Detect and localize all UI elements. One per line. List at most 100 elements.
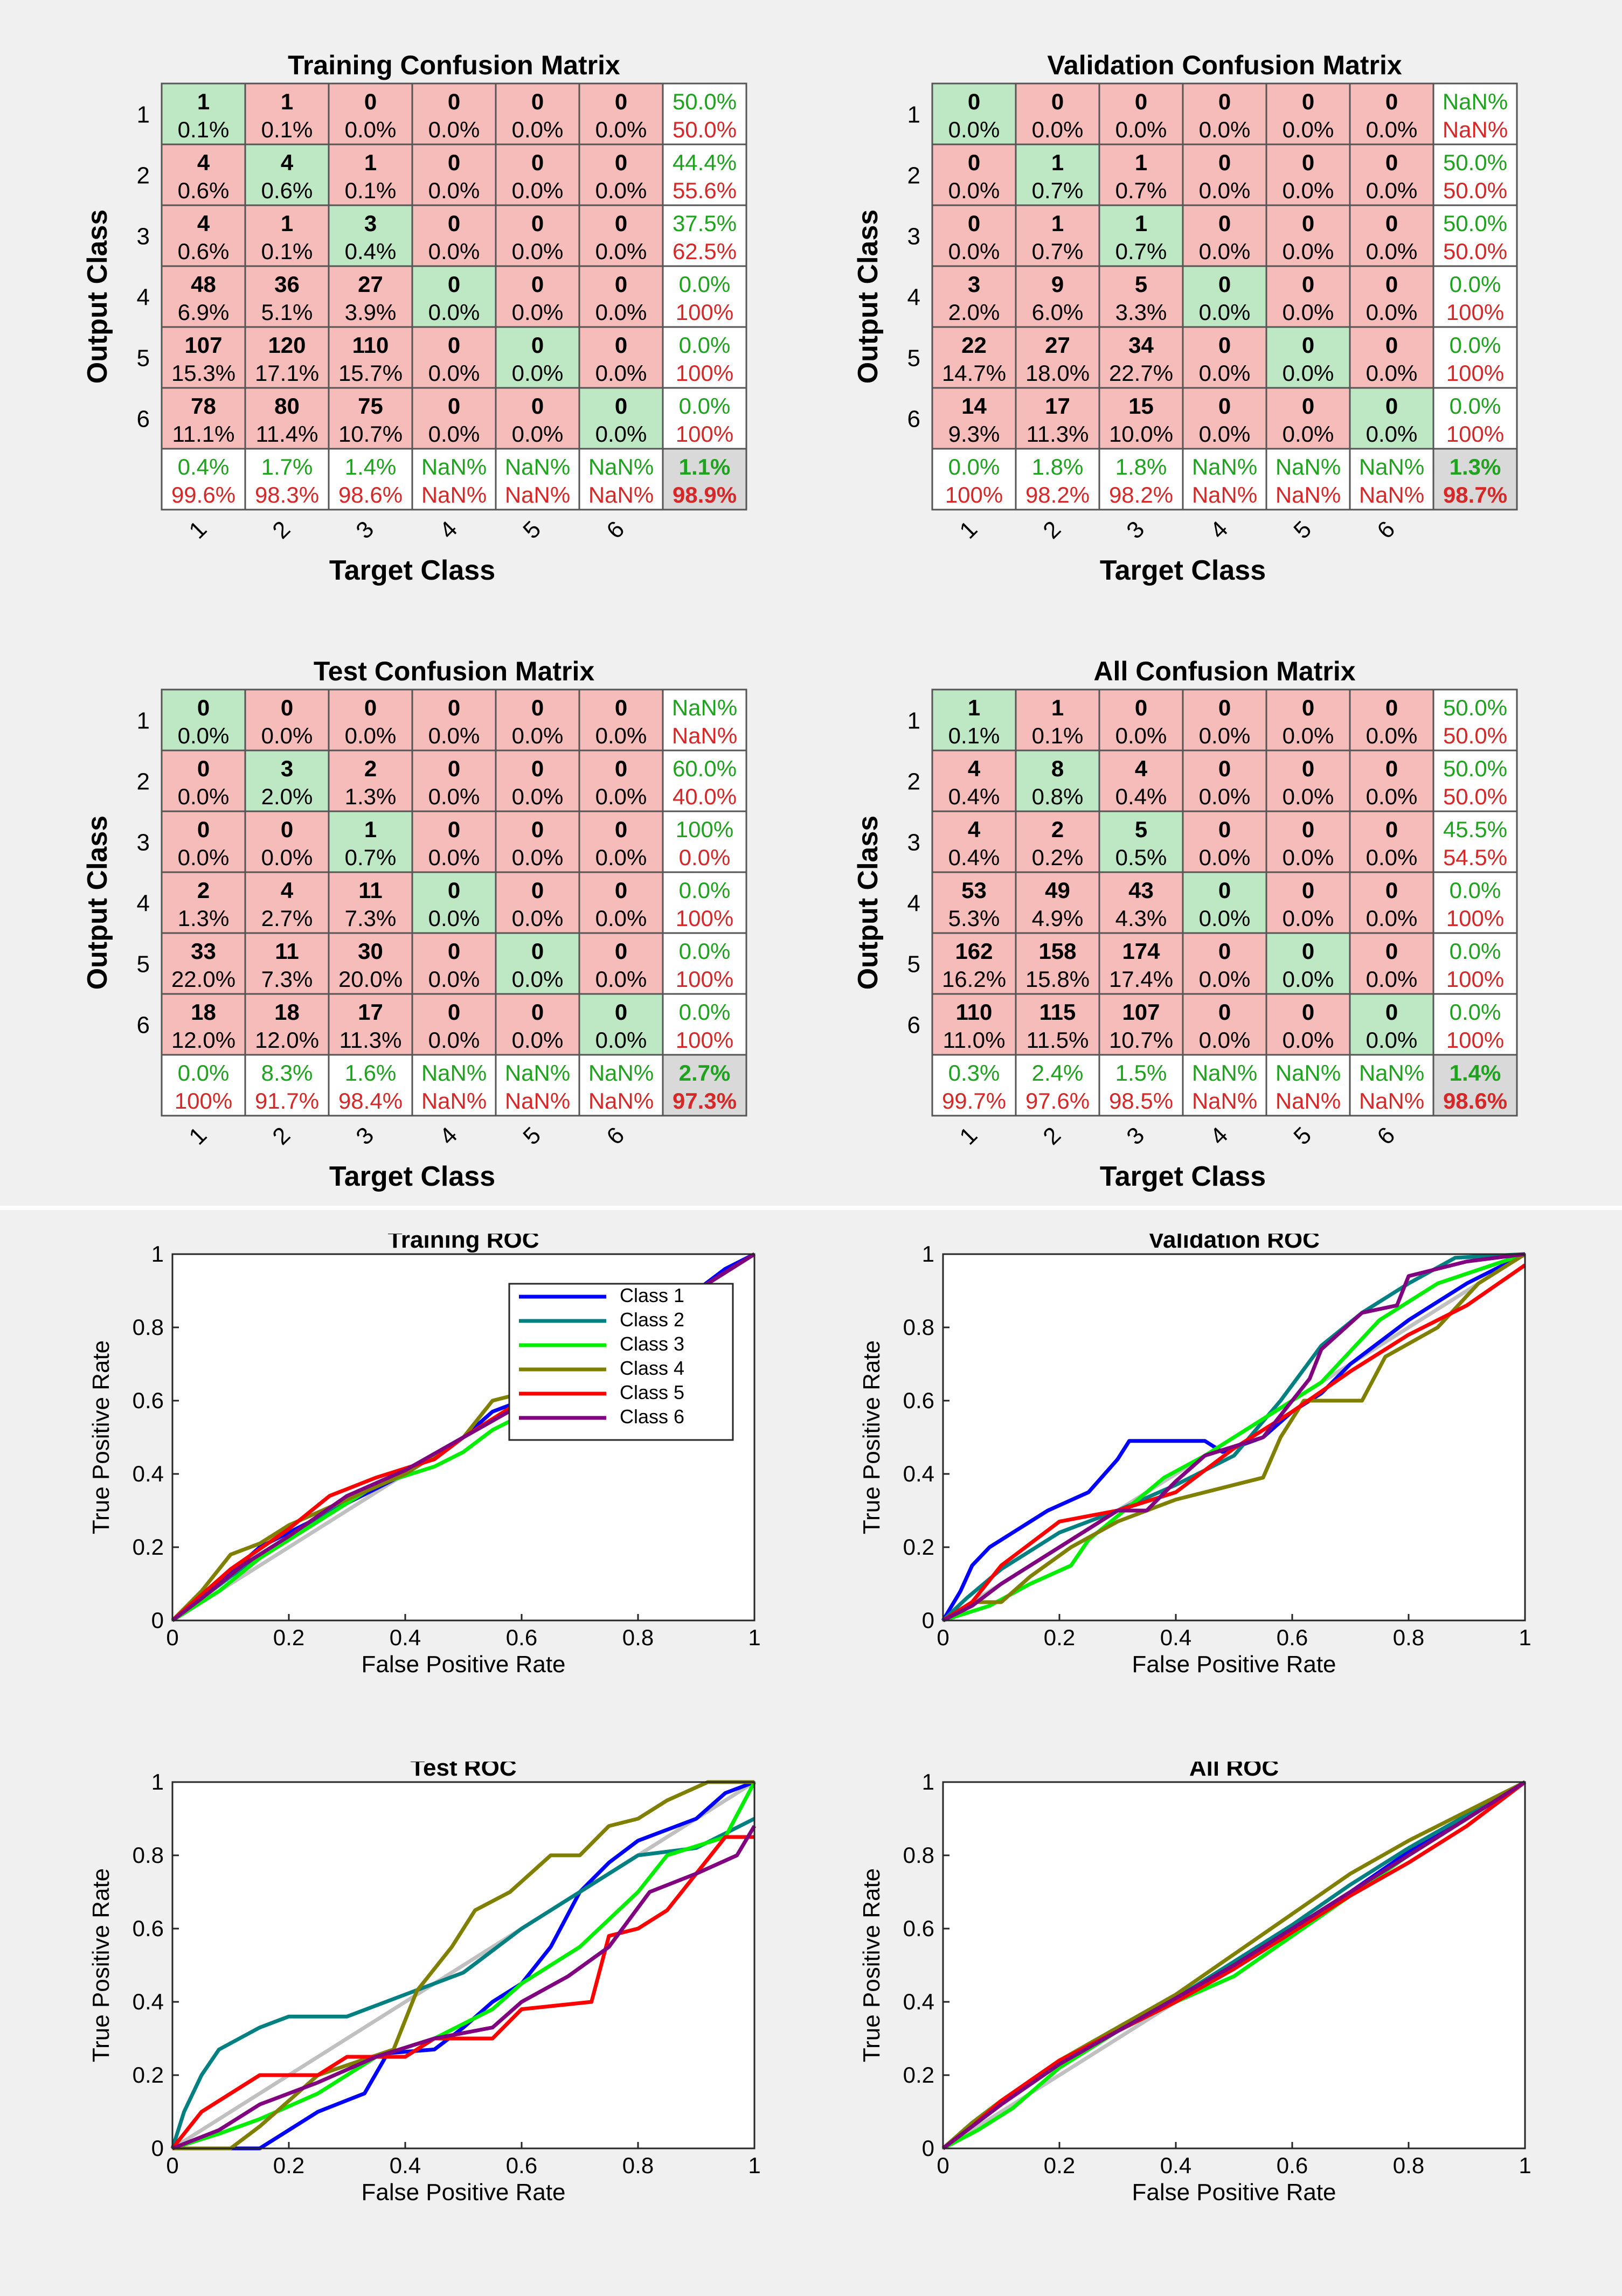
cell-value: 60.0% [673,756,737,781]
col-tick-label: 6 [601,1122,629,1150]
cell-value: 27 [358,272,383,297]
cell-percent: 0.0% [1032,117,1084,142]
validation-roc-chart: Validation ROC 00 0.2 0.2 0.4 0.4 0.6 0.6 0.8 0.8… [858,1234,1531,1678]
cell-percent: 0.4% [948,784,1000,809]
roc-line-class-2 [170,1817,755,2149]
chart-title: Training ROC [387,1234,539,1253]
cell-value: 43 [1128,878,1154,903]
cell-value: NaN% [1276,1060,1341,1086]
cell-value: 0 [1218,272,1231,297]
x-tick-label: 0.8 [622,1625,654,1650]
cell-value: 45.5% [1443,817,1507,842]
chart-title: Test ROC [410,1762,516,1781]
x-axis-label: False Positive Rate [361,1651,565,1678]
cell-percent: 0.0% [1283,421,1334,447]
cell-percent: 0.2% [1032,845,1084,870]
cell-value: 0 [531,332,544,358]
matrix-cell [1182,265,1267,328]
y-tick-label: 0 [922,1608,934,1633]
cell-value: 0 [1302,211,1314,236]
cell-value: 1 [1135,150,1147,175]
cell-percent: 10.0% [1109,421,1173,447]
matrix-cell [244,143,330,206]
cell-percent: 0.0% [595,360,647,386]
cell-value: 174 [1122,938,1160,964]
cell-percent: 0.8% [1032,784,1084,809]
plot-frame [942,1781,1526,2149]
cell-percent: 98.3% [255,482,319,507]
matrix-cell [1349,143,1434,206]
cell-value: 0 [1218,393,1231,419]
cell-percent: 99.6% [171,482,235,507]
cell-value: 0 [1385,393,1398,419]
cell-value: 0 [197,695,210,720]
col-tick-label: 6 [601,516,629,544]
cell-value: 80 [274,393,300,419]
x-axis-label: False Positive Rate [361,2179,565,2205]
cell-percent: NaN% [1276,1088,1341,1114]
cell-percent: 2.7% [261,906,313,931]
matrix-cell [1015,749,1100,812]
x-tick-label: 0.2 [273,2153,304,2178]
cell-value: 30 [358,938,383,964]
cell-value: 0 [448,211,460,236]
col-tick-label: 2 [267,516,295,544]
cell-percent: 98.4% [338,1088,403,1114]
cell-percent: 0.0% [1283,723,1334,748]
y-tick-label: 0.6 [903,1388,934,1413]
cell-percent: 0.0% [1283,906,1334,931]
cell-percent: 98.5% [1109,1088,1173,1114]
cell-value: NaN% [421,454,487,479]
cell-value: 0 [531,756,544,781]
cell-percent: NaN% [1359,482,1424,507]
legend-label: Class 5 [620,1381,684,1403]
cell-percent: 100% [676,360,733,386]
cell-value: 18 [274,999,300,1025]
matrix-cell [1432,1054,1518,1117]
cell-percent: 2.0% [261,784,313,809]
row-tick-label: 4 [907,890,920,917]
cell-percent: NaN% [1276,482,1341,507]
cell-value: 4 [1135,756,1148,781]
cell-percent: 0.7% [1032,178,1084,203]
y-tick-label: 0.4 [133,1989,164,2014]
cell-value: 0 [448,695,460,720]
matrix-cell [495,204,580,267]
x-tick-label: 1 [748,1625,760,1650]
y-tick-label: 0.8 [903,1842,934,1868]
cell-percent: 0.0% [1199,966,1251,992]
cell-value: 0 [1051,89,1064,114]
cell-value: 107 [1122,999,1160,1025]
cell-percent: 100% [175,1088,232,1114]
cell-value: 0 [615,817,627,842]
matrix-cell [244,1054,330,1117]
cell-value: 0 [1385,878,1398,903]
col-tick-label: 2 [267,1122,295,1150]
cell-value: 0 [1218,756,1231,781]
cell-percent: 0.0% [261,845,313,870]
cell-percent: 0.0% [512,784,564,809]
col-tick-label: 1 [184,516,212,544]
legend-box [508,1283,734,1441]
matrix-cell [931,1054,1017,1117]
cell-percent: 50.0% [1443,723,1507,748]
col-tick-label: 3 [351,1122,379,1150]
cell-value: 33 [191,938,216,964]
matrix-cell [495,810,580,873]
cell-value: 1 [968,695,980,720]
cell-value: 27 [1045,332,1070,358]
col-tick-label: 1 [954,516,982,544]
cell-value: 75 [358,393,383,419]
col-tick-label: 3 [1121,516,1149,544]
matrix-cell [662,326,747,389]
cell-percent: 0.0% [1283,966,1334,992]
cell-value: NaN% [1276,454,1341,479]
y-axis-label: True Positive Rate [858,1340,885,1534]
col-tick-label: 6 [1372,1122,1400,1150]
cell-value: 0 [448,999,460,1025]
cell-percent: 98.9% [673,482,737,507]
cell-percent: 15.7% [338,360,403,386]
cell-percent: 0.0% [512,845,564,870]
cell-percent: 2.0% [948,300,1000,325]
matrix-cell [328,871,413,934]
